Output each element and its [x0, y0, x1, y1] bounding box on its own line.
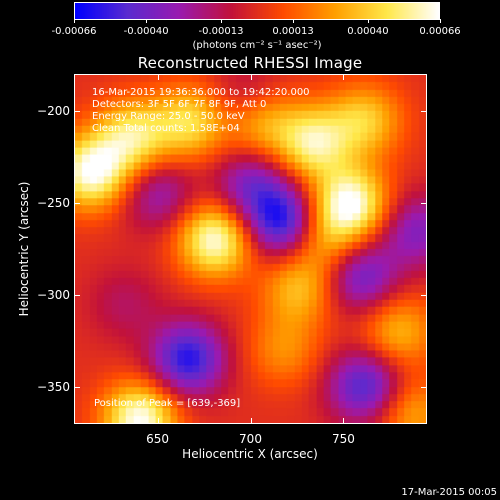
x-tick-label: 750	[331, 432, 355, 446]
colorbar-tick-mark	[293, 19, 295, 23]
colorbar-tick-label: -0.00040	[123, 26, 169, 37]
colorbar-tick-label: 0.00066	[419, 26, 461, 37]
y-tick-mark	[74, 202, 80, 204]
y-tick-label: −300	[37, 288, 70, 303]
plot-title: Reconstructed RHESSI Image	[137, 54, 363, 72]
colorbar-tick-label: -0.00013	[198, 26, 244, 37]
image-plot	[74, 74, 427, 424]
colorbar-tick-mark	[146, 19, 148, 23]
x-tick-mark	[157, 74, 159, 80]
x-tick-label: 650	[146, 432, 170, 446]
info-line: 16-Mar-2015 19:36:36.000 to 19:42:20.000	[92, 87, 310, 98]
colorbar-tick-mark	[367, 19, 369, 23]
heatmap-image	[75, 75, 426, 423]
x-tick-mark	[250, 74, 252, 80]
colorbar-units: (photons cm⁻² s⁻¹ asec⁻²)	[192, 40, 322, 51]
y-tick-mark	[421, 295, 427, 297]
x-tick-mark	[157, 418, 159, 424]
info-line: Energy Range: 25.0 - 50.0 keV	[92, 111, 245, 122]
y-tick-mark	[421, 387, 427, 389]
y-tick-mark	[74, 387, 80, 389]
colorbar-tick-mark	[440, 19, 441, 23]
colorbar-gradient	[74, 2, 440, 20]
y-tick-mark	[421, 202, 427, 204]
footer-date: 17-Mar-2015 00:05	[401, 487, 497, 498]
colorbar-tick-label: -0.00066	[51, 26, 97, 37]
info-line: Detectors: 3F 5F 6F 7F 8F 9F, Att 0	[92, 99, 267, 110]
colorbar-tick-mark	[74, 19, 75, 23]
x-axis-label: Heliocentric X (arcsec)	[182, 447, 318, 461]
x-tick-mark	[343, 418, 345, 424]
y-tick-mark	[74, 110, 80, 112]
y-tick-label: −250	[37, 195, 70, 210]
y-tick-mark	[74, 295, 80, 297]
heatmap-raster	[75, 75, 426, 423]
colorbar-tick-mark	[220, 19, 222, 23]
colorbar-tick-label: 0.00013	[272, 26, 314, 37]
peak-position-label: Position of Peak = [639,-369]	[94, 398, 241, 409]
colorbar	[74, 2, 440, 20]
y-tick-label: −200	[37, 103, 70, 118]
x-tick-label: 700	[239, 432, 262, 446]
x-tick-mark	[250, 418, 252, 424]
x-tick-mark	[343, 74, 345, 80]
y-tick-mark	[421, 110, 427, 112]
colorbar-tick-label: 0.00040	[347, 26, 389, 37]
y-axis-label: Heliocentric Y (arcsec)	[17, 181, 31, 317]
info-line: Clean Total counts: 1.58E+04	[92, 123, 240, 134]
y-tick-label: −350	[37, 380, 70, 395]
